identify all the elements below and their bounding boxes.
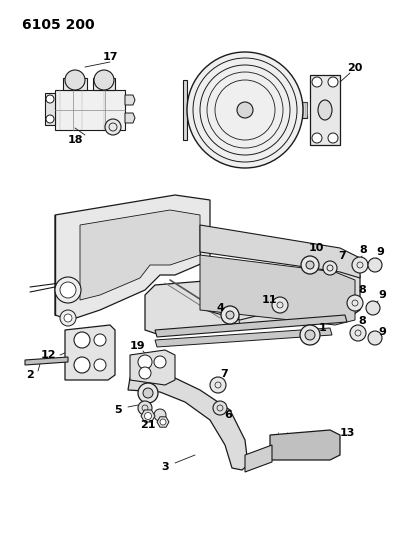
Polygon shape <box>141 410 155 422</box>
Polygon shape <box>25 357 68 365</box>
Circle shape <box>365 301 379 315</box>
Polygon shape <box>130 350 175 385</box>
Polygon shape <box>80 210 200 300</box>
Polygon shape <box>155 328 331 347</box>
Polygon shape <box>157 417 169 427</box>
Text: 7: 7 <box>220 369 227 379</box>
Circle shape <box>64 314 72 322</box>
Polygon shape <box>125 113 135 123</box>
Circle shape <box>367 258 381 272</box>
Polygon shape <box>270 430 339 460</box>
Text: 8: 8 <box>357 285 365 295</box>
Polygon shape <box>252 104 299 116</box>
Polygon shape <box>128 375 247 470</box>
Circle shape <box>209 377 225 393</box>
Circle shape <box>154 356 166 368</box>
Polygon shape <box>45 93 55 125</box>
Circle shape <box>311 133 321 143</box>
Circle shape <box>154 409 166 421</box>
Polygon shape <box>125 95 135 105</box>
Circle shape <box>225 311 234 319</box>
Circle shape <box>139 367 151 379</box>
Ellipse shape <box>317 100 331 120</box>
Circle shape <box>144 413 151 419</box>
Circle shape <box>94 334 106 346</box>
Circle shape <box>299 325 319 345</box>
Circle shape <box>65 70 85 90</box>
Circle shape <box>105 119 121 135</box>
Text: 6105 200: 6105 200 <box>22 18 94 32</box>
Text: 9: 9 <box>377 327 385 337</box>
Text: 17: 17 <box>102 52 117 62</box>
Text: 9: 9 <box>375 247 383 257</box>
Text: 18: 18 <box>67 135 83 145</box>
Text: 2: 2 <box>26 370 34 380</box>
Circle shape <box>60 310 76 326</box>
Circle shape <box>300 256 318 274</box>
Circle shape <box>236 102 252 118</box>
Polygon shape <box>63 78 87 90</box>
Text: 10: 10 <box>308 243 323 253</box>
Circle shape <box>46 115 54 123</box>
Circle shape <box>143 388 153 398</box>
Text: 13: 13 <box>339 428 354 438</box>
Circle shape <box>74 357 90 373</box>
Polygon shape <box>55 90 125 130</box>
Polygon shape <box>145 270 359 335</box>
Circle shape <box>367 331 381 345</box>
Circle shape <box>55 277 81 303</box>
Polygon shape <box>182 80 187 140</box>
Circle shape <box>94 70 114 90</box>
Polygon shape <box>200 225 359 278</box>
Text: 8: 8 <box>358 245 366 255</box>
Polygon shape <box>55 195 209 320</box>
Text: 5: 5 <box>114 405 121 415</box>
Polygon shape <box>200 255 354 325</box>
Polygon shape <box>245 445 271 472</box>
Circle shape <box>311 77 321 87</box>
Circle shape <box>60 282 76 298</box>
Text: 20: 20 <box>346 63 362 73</box>
Circle shape <box>138 355 152 369</box>
Circle shape <box>305 261 313 269</box>
Text: 8: 8 <box>357 316 365 326</box>
Polygon shape <box>155 315 346 337</box>
Circle shape <box>220 306 238 324</box>
Polygon shape <box>309 75 339 145</box>
Circle shape <box>138 401 152 415</box>
Circle shape <box>327 77 337 87</box>
Text: 4: 4 <box>216 303 223 313</box>
Circle shape <box>94 359 106 371</box>
Text: 7: 7 <box>337 251 345 261</box>
Text: 19: 19 <box>130 341 146 351</box>
Circle shape <box>304 330 314 340</box>
Polygon shape <box>93 78 115 90</box>
Circle shape <box>322 261 336 275</box>
Circle shape <box>46 95 54 103</box>
Polygon shape <box>299 102 306 118</box>
Text: 6: 6 <box>223 410 231 420</box>
Text: 12: 12 <box>40 350 56 360</box>
Text: 3: 3 <box>161 462 169 472</box>
Text: 21: 21 <box>140 420 155 430</box>
Text: 9: 9 <box>377 290 385 300</box>
Circle shape <box>187 52 302 168</box>
Circle shape <box>351 257 367 273</box>
Circle shape <box>349 325 365 341</box>
Circle shape <box>346 295 362 311</box>
Circle shape <box>160 419 166 425</box>
Circle shape <box>327 133 337 143</box>
Circle shape <box>213 401 227 415</box>
Text: 11: 11 <box>261 295 276 305</box>
Circle shape <box>138 383 157 403</box>
Polygon shape <box>65 325 115 380</box>
Circle shape <box>74 332 90 348</box>
Circle shape <box>271 297 287 313</box>
Text: 1: 1 <box>318 323 326 333</box>
